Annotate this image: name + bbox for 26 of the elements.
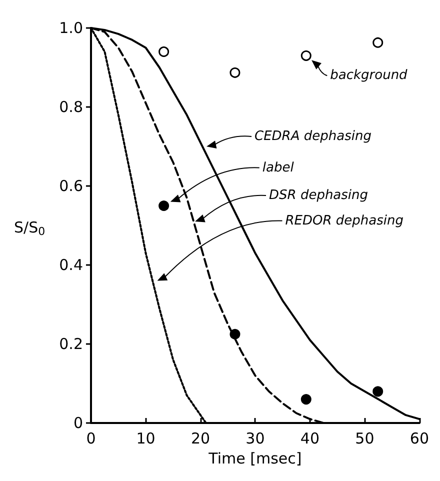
annotation: CEDRA dephasing [254,129,372,144]
annotation: DSR dephasing [269,188,368,204]
point [372,386,384,397]
y-tick-label: 0.6 [59,177,83,195]
point [158,200,170,211]
annotation: label [262,160,294,176]
x-tick-label: 30 [246,430,265,448]
point [372,37,384,48]
point [300,50,312,61]
y-tick-label: 0.8 [59,98,83,116]
point [158,46,170,57]
x-axis-title: Time [msec] [208,450,302,468]
point [300,394,312,405]
x-tick-label: 10 [136,430,156,448]
y-tick-label: 0.2 [59,335,83,353]
x-tick-label: 40 [300,430,320,448]
x-tick-label: 50 [355,430,374,448]
x-tick-label: 20 [190,430,210,448]
y-tick-label: 1.0 [59,19,83,37]
x-tick-label: 0 [86,430,96,448]
y-tick-label: 0.4 [59,256,83,274]
y-tick-label: 0 [73,414,83,432]
annotation: background [330,68,408,84]
point [230,67,240,78]
annotation: REDOR dephasing [285,213,404,228]
x-tick-label: 60 [410,430,430,448]
